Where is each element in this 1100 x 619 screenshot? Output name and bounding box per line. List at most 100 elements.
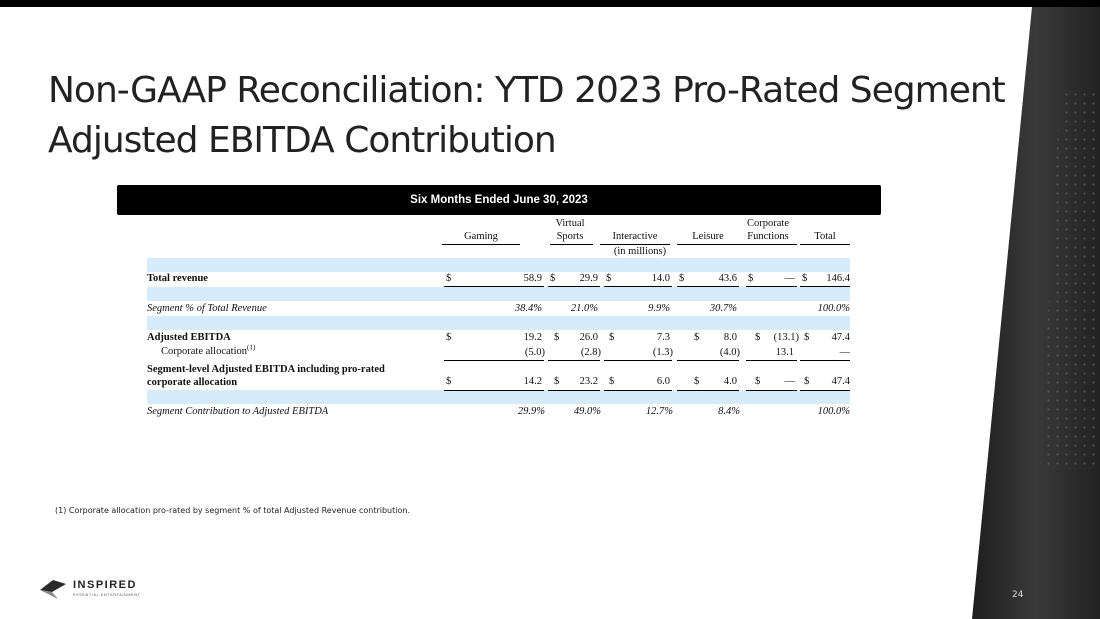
- col-header-gaming: Gaming: [464, 231, 498, 242]
- row-band: [147, 287, 850, 301]
- company-logo: INSPIRED ESSENTIAL ENTERTAINMENT: [38, 578, 158, 602]
- currency-symbol: $: [446, 376, 452, 387]
- cell-value: 100.0%: [817, 303, 850, 314]
- cell-value: 12.7%: [645, 406, 673, 417]
- header-rule: [677, 244, 739, 245]
- cell-value: 30.7%: [709, 303, 737, 314]
- slide-title: Non-GAAP Reconciliation: YTD 2023 Pro-Ra…: [48, 66, 1006, 166]
- cell-value: 9.9%: [648, 303, 670, 314]
- col-header-corporate-functions: Corporate Functions: [747, 218, 789, 242]
- cell-value: 38.4%: [514, 303, 542, 314]
- underline: [548, 360, 600, 361]
- col-header-total: Total: [814, 231, 836, 242]
- units-note: (in millions): [613, 246, 667, 257]
- top-bar: [0, 0, 1100, 7]
- cell-value: 29.9: [579, 273, 598, 284]
- cell-value: (4.0): [719, 347, 740, 358]
- currency-symbol: $: [804, 376, 810, 387]
- cell-value: —: [784, 273, 796, 284]
- header-rule: [739, 244, 797, 245]
- cell-value: (2.8): [580, 347, 601, 358]
- cell-value: 49.0%: [573, 406, 601, 417]
- cell-value: (13.1): [773, 332, 799, 343]
- cell-value: 8.0: [723, 332, 737, 343]
- currency-symbol: $: [446, 332, 452, 343]
- logo-mark-icon: [40, 580, 66, 599]
- cell-value: 29.9%: [517, 406, 545, 417]
- row-label-segment-level-ebitda: Segment-level Adjusted EBITDA including …: [147, 364, 385, 388]
- currency-symbol: $: [554, 332, 560, 343]
- cell-value: 6.0: [656, 376, 670, 387]
- underline: [677, 390, 739, 391]
- cell-value: 23.2: [579, 376, 598, 387]
- row-label-total-revenue: Total revenue: [147, 273, 208, 284]
- underline: [548, 390, 600, 391]
- cell-value: 19.2: [523, 332, 542, 343]
- cell-value: 7.3: [656, 332, 670, 343]
- header-rule: [800, 244, 850, 245]
- page-number: 24: [1012, 590, 1024, 600]
- underline: [746, 360, 797, 361]
- col-header-interactive: Interactive: [612, 231, 658, 242]
- slide-title-line-2: Adjusted EBITDA Contribution: [48, 120, 557, 161]
- cell-value: 58.9: [523, 273, 542, 284]
- currency-symbol: $: [550, 273, 556, 284]
- row-label-segment-pct: Segment % of Total Revenue: [147, 303, 267, 314]
- currency-symbol: $: [694, 376, 700, 387]
- cell-value: 100.0%: [817, 406, 850, 417]
- underline: [677, 286, 739, 287]
- underline: [800, 390, 850, 391]
- slide-title-line-1: Non-GAAP Reconciliation: YTD 2023 Pro-Ra…: [48, 70, 1006, 111]
- underline: [604, 360, 672, 361]
- row-label-corporate-allocation: Corporate allocation(1): [161, 343, 256, 357]
- currency-symbol: $: [755, 332, 761, 343]
- currency-symbol: $: [748, 273, 754, 284]
- cell-value: 14.2: [523, 376, 542, 387]
- cell-value: (1.3): [652, 347, 673, 358]
- row-label-adjusted-ebitda: Adjusted EBITDA: [147, 332, 231, 343]
- currency-symbol: $: [609, 376, 615, 387]
- currency-symbol: $: [804, 332, 810, 343]
- row-band: [147, 316, 850, 330]
- header-rule: [442, 244, 520, 245]
- currency-symbol: $: [606, 273, 612, 284]
- currency-symbol: $: [755, 376, 761, 387]
- underline: [746, 286, 797, 287]
- cell-value: —: [839, 347, 851, 358]
- header-rule: [600, 244, 670, 245]
- logo-tagline: ESSENTIAL ENTERTAINMENT: [73, 593, 141, 597]
- underline: [800, 360, 850, 361]
- underline: [746, 390, 797, 391]
- cell-value: (5.0): [524, 347, 545, 358]
- underline: [444, 390, 544, 391]
- col-header-leisure: Leisure: [692, 231, 724, 242]
- cell-value: 43.6: [718, 273, 737, 284]
- currency-symbol: $: [609, 332, 615, 343]
- cell-value: 8.4%: [718, 406, 740, 417]
- underline: [800, 286, 850, 287]
- underline: [444, 286, 544, 287]
- col-header-virtual-sports: Virtual Sports: [555, 218, 585, 242]
- cell-value: 146.4: [826, 273, 850, 284]
- underline: [677, 360, 739, 361]
- cell-value: 47.4: [831, 332, 850, 343]
- period-banner: Six Months Ended June 30, 2023: [117, 185, 881, 215]
- currency-symbol: $: [446, 273, 452, 284]
- underline: [604, 286, 672, 287]
- row-band: [147, 258, 850, 272]
- currency-symbol: $: [679, 273, 685, 284]
- cell-value: 26.0: [579, 332, 598, 343]
- row-label-segment-contribution: Segment Contribution to Adjusted EBITDA: [147, 406, 329, 417]
- cell-value: 21.0%: [570, 303, 598, 314]
- underline: [444, 360, 544, 361]
- header-rule: [550, 244, 593, 245]
- underline: [548, 286, 600, 287]
- row-band: [147, 390, 850, 404]
- currency-symbol: $: [802, 273, 808, 284]
- cell-value: 14.0: [651, 273, 670, 284]
- currency-symbol: $: [554, 376, 560, 387]
- cell-value: 47.4: [831, 376, 850, 387]
- footnote: (1) Corporate allocation pro-rated by se…: [55, 506, 410, 515]
- underline: [604, 390, 672, 391]
- currency-symbol: $: [694, 332, 700, 343]
